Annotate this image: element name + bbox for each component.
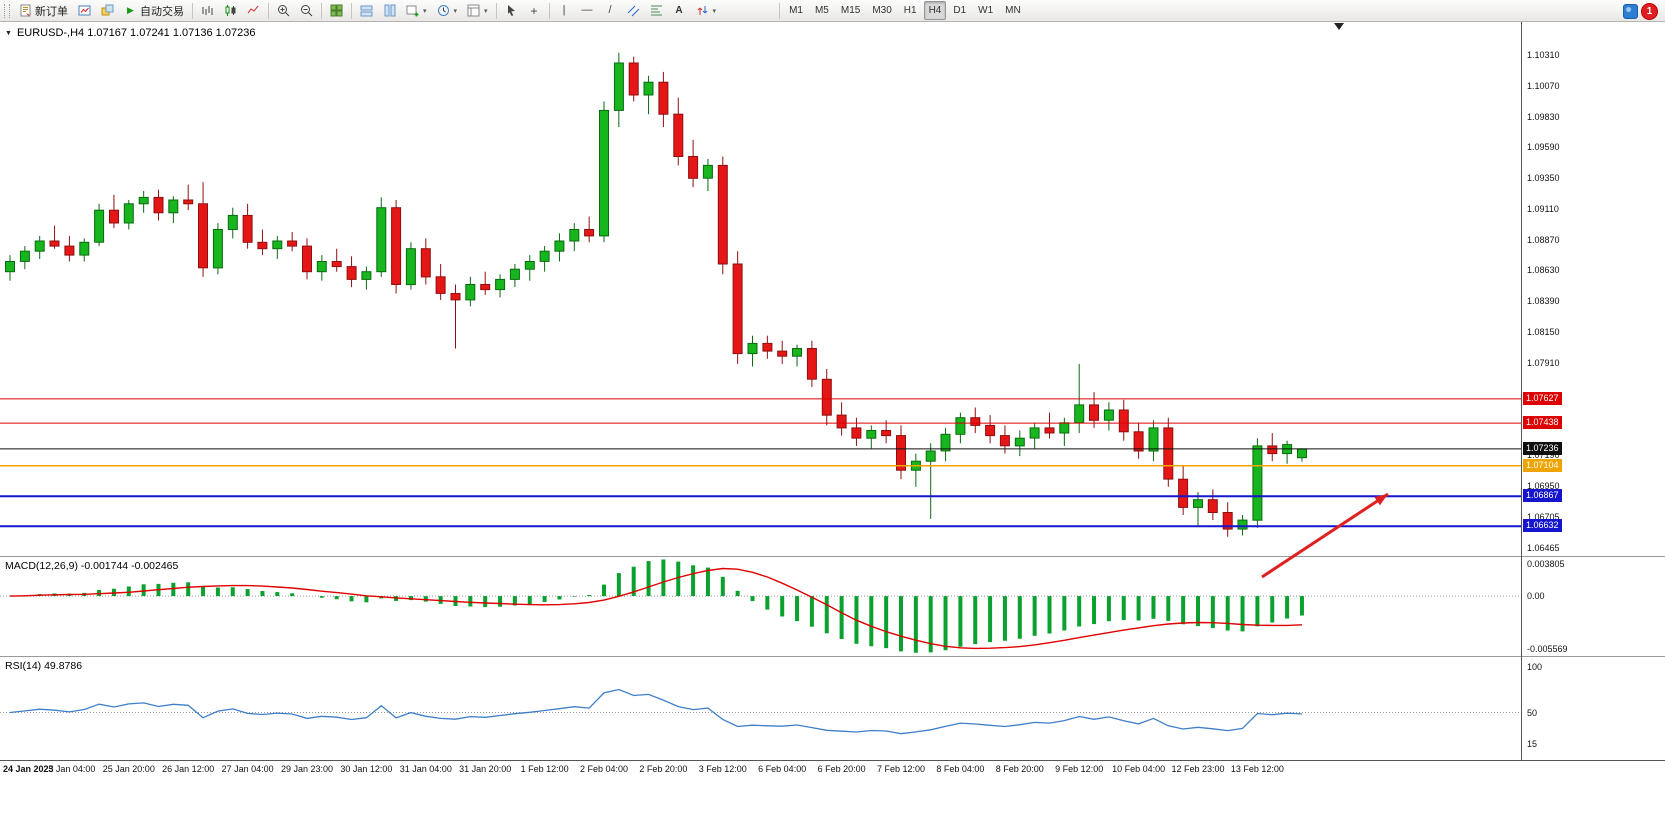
trendline-icon: / (608, 4, 612, 16)
chart-window-button[interactable] (74, 1, 95, 20)
hline-icon: — (581, 4, 593, 16)
templates-button[interactable]: ▾ (463, 1, 492, 20)
market-watch-icon (101, 4, 114, 17)
timeframe-m1-button-label: M1 (789, 5, 803, 16)
timeframe-m15-button-label: M15 (840, 5, 861, 16)
timeframe-m1-button[interactable]: M1 (784, 1, 808, 20)
toolbar-separator (548, 2, 550, 19)
text-icon: A (675, 4, 683, 16)
channel-button[interactable] (623, 1, 644, 20)
new-order-icon (19, 4, 32, 17)
toolbar: 新订单 ▶ 自动交易 ▾ ▾ ▾ + | — / A ▾ M1 M5 M15 M30 H1 H4 D1 W1 MN (0, 0, 1665, 22)
bars-icon (201, 4, 214, 17)
timeframe-h4-button[interactable]: H4 (923, 1, 947, 20)
arrange-h-icon (360, 4, 373, 17)
timeframe-m5-button-label: M5 (814, 5, 829, 16)
chevron-down-icon: ▾ (453, 7, 458, 15)
toolbar-grip[interactable] (4, 3, 10, 18)
symbol-ohlc-text: EURUSD-,H4 1.07167 1.07241 1.07136 1.072… (16, 27, 256, 39)
timeframe-d1-button-label: D1 (953, 5, 967, 16)
dropdown-triangle-icon[interactable]: ▼ (5, 29, 12, 37)
symbol-header: ▼ EURUSD-,H4 1.07167 1.07241 1.07136 1.0… (5, 27, 255, 39)
clock-icon (437, 4, 450, 17)
autotrading-button[interactable]: ▶ 自动交易 (120, 1, 188, 20)
candlestick-chart-button[interactable] (220, 1, 241, 20)
new-order-button-label: 新订单 (35, 5, 68, 18)
chevron-down-icon: ▾ (423, 7, 427, 15)
bar-chart-button[interactable] (197, 1, 218, 20)
arrange-horizontal-button[interactable] (356, 1, 377, 20)
tile-windows-button[interactable] (326, 1, 347, 20)
channel-icon (627, 4, 640, 17)
zoom-in-icon (277, 4, 290, 17)
toolbar-separator (779, 2, 781, 19)
chart-window-icon (78, 4, 91, 17)
zoom-out-button[interactable] (296, 1, 317, 20)
arrows-icon (696, 4, 709, 17)
cursor-icon (505, 4, 518, 17)
cursor-button[interactable] (501, 1, 522, 20)
toolbar-separator (192, 2, 193, 19)
notification-icon[interactable] (1623, 4, 1638, 19)
horizontal-line-button[interactable]: — (577, 1, 598, 20)
fibonacci-icon (650, 4, 663, 17)
arrows-button[interactable]: ▾ (692, 1, 721, 20)
chevron-down-icon: ▾ (712, 7, 717, 15)
timeframe-m30-button[interactable]: M30 (867, 1, 896, 20)
crosshair-icon: + (530, 3, 538, 18)
zoom-out-icon (300, 4, 313, 17)
new-chart-icon (406, 4, 419, 17)
fibonacci-button[interactable] (646, 1, 667, 20)
arrange-v-icon (383, 4, 396, 17)
zoom-in-button[interactable] (273, 1, 294, 20)
timeframe-h1-button-label: H1 (903, 5, 917, 16)
timeframe-w1-button[interactable]: W1 (973, 1, 998, 20)
timeframe-mn-button-label: MN (1005, 5, 1021, 16)
notification-badge[interactable]: 1 (1641, 3, 1658, 20)
timeframe-d1-button[interactable]: D1 (948, 1, 971, 20)
toolbar-separator (495, 2, 497, 19)
market-watch-button[interactable] (97, 1, 118, 20)
new-chart-button[interactable]: ▾ (402, 1, 431, 20)
timeframe-w1-button-label: W1 (978, 5, 994, 16)
tiles-icon (330, 4, 343, 17)
timeframe-mn-button[interactable]: MN (1000, 1, 1026, 20)
rsi-header: RSI(14) 49.8786 (5, 660, 83, 672)
crosshair-button[interactable]: + (524, 1, 545, 20)
timeframe-m30-button-label: M30 (872, 5, 892, 16)
timeframe-m15-button[interactable]: M15 (836, 1, 865, 20)
vline-icon: | (562, 4, 566, 16)
profiles-button[interactable]: ▾ (433, 1, 462, 20)
autotrading-button-label: 自动交易 (140, 5, 184, 18)
timeframe-h1-button[interactable]: H1 (899, 1, 922, 20)
candles-icon (224, 4, 237, 17)
trendline-button[interactable]: / (600, 1, 621, 20)
arrange-vertical-button[interactable] (379, 1, 400, 20)
vertical-line-button[interactable]: | (554, 1, 575, 20)
new-order-button[interactable]: 新订单 (15, 1, 72, 20)
template-icon (467, 4, 480, 17)
toolbar-separator (321, 2, 322, 19)
text-button[interactable]: A (669, 1, 690, 20)
line-chart-button[interactable] (243, 1, 264, 20)
line-chart-icon (247, 4, 260, 17)
macd-header: MACD(12,26,9) -0.001744 -0.002465 (5, 560, 179, 572)
timeframe-h4-button-label: H4 (928, 5, 942, 16)
toolbar-separator (351, 2, 352, 19)
chevron-down-icon: ▾ (484, 7, 488, 15)
timeframe-m5-button[interactable]: M5 (810, 1, 834, 20)
play-icon: ▶ (127, 5, 134, 15)
toolbar-separator (268, 2, 269, 19)
